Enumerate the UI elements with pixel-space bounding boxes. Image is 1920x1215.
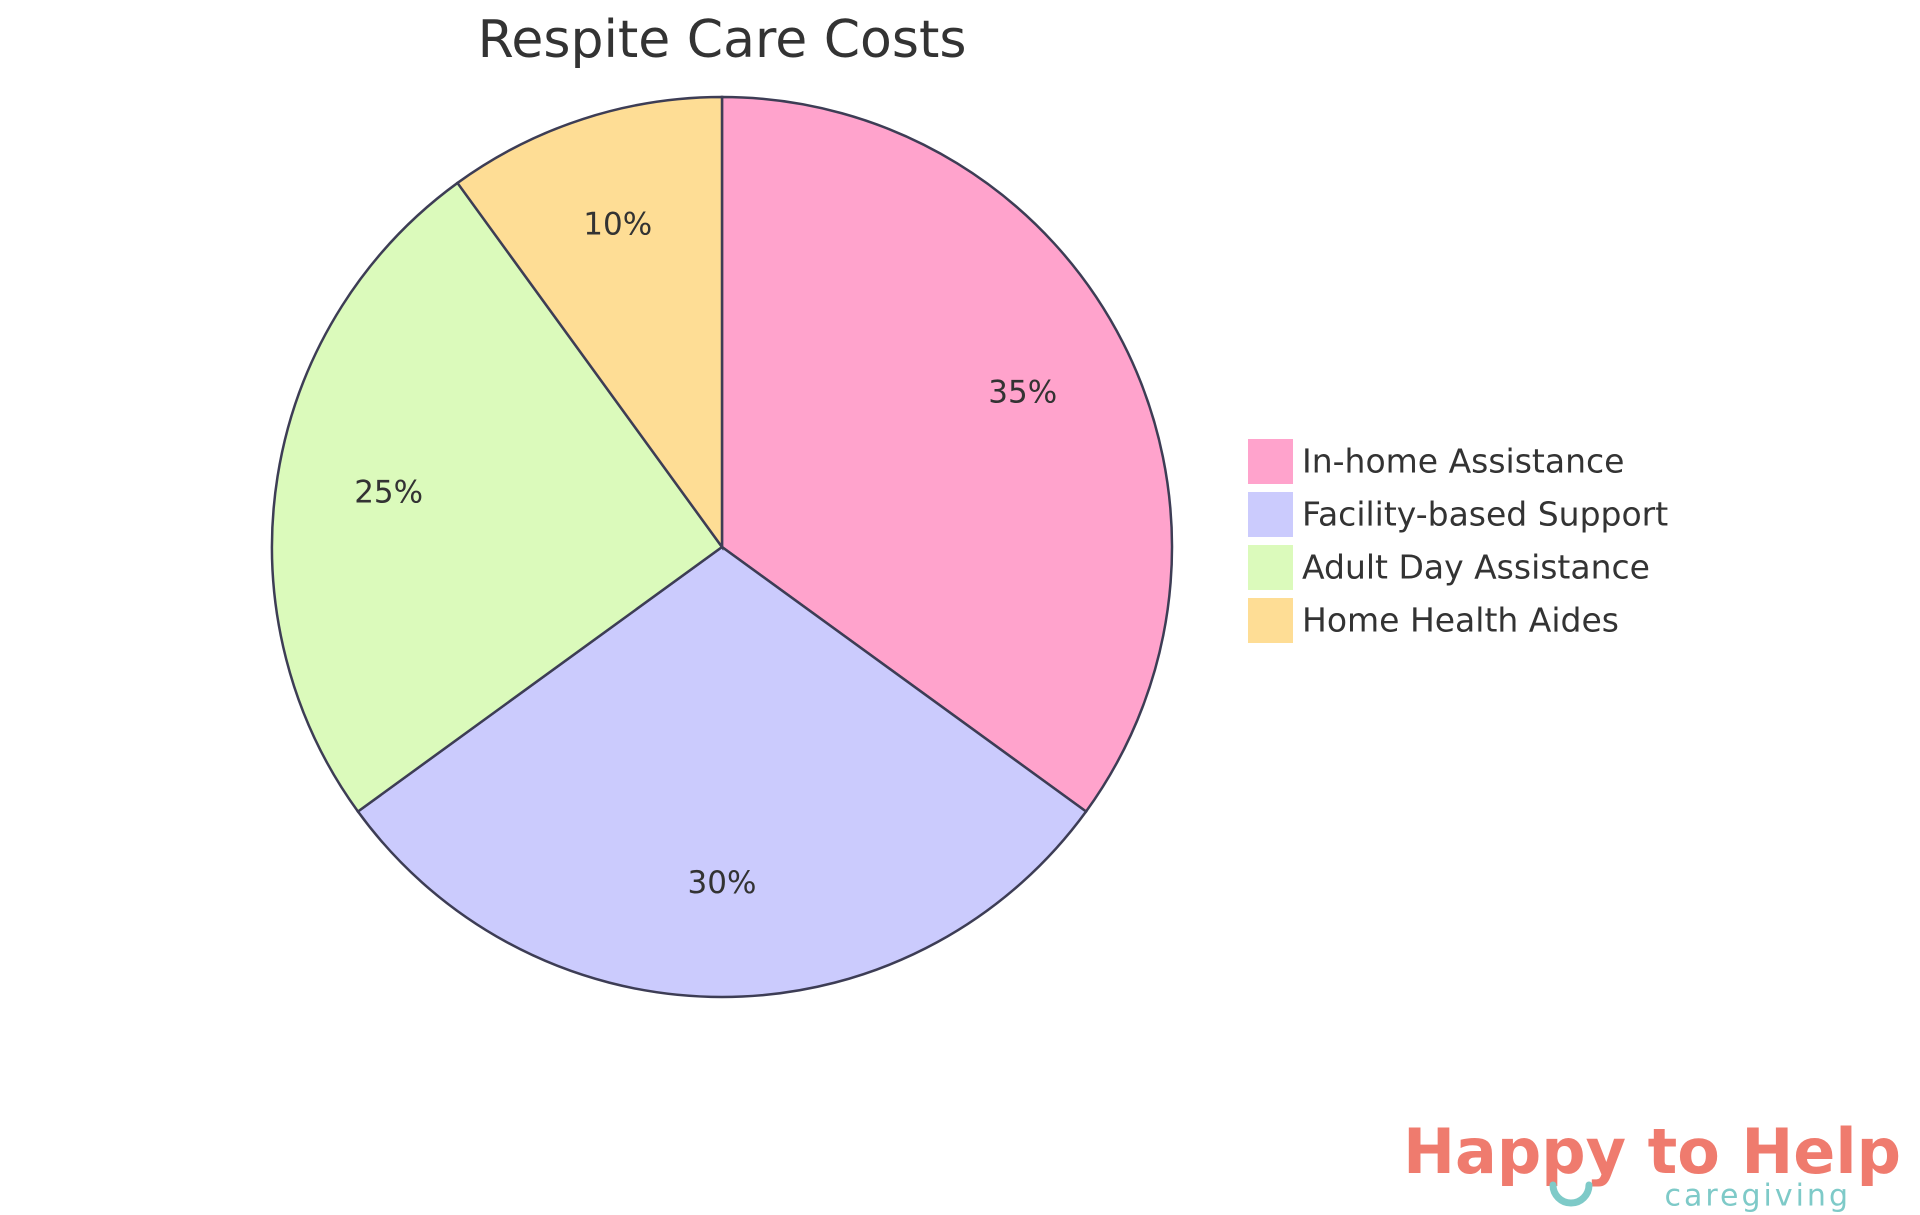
legend-label: Home Health Aides	[1302, 601, 1619, 640]
pie-slice	[270, 181, 724, 814]
pie-slice	[720, 95, 1174, 814]
logo-tagline: caregiving	[1664, 1179, 1851, 1214]
legend-swatch	[1248, 439, 1293, 484]
logo-smile	[1549, 1181, 1593, 1207]
legend-label: Adult Day Assistance	[1302, 548, 1650, 587]
legend-swatch	[1248, 598, 1293, 643]
chart-title: Respite Care Costs	[478, 10, 967, 70]
slice-label: 10%	[583, 207, 652, 243]
legend-swatch	[1248, 545, 1293, 590]
legend-label: In-home Assistance	[1302, 442, 1624, 481]
slice-label: 25%	[354, 475, 423, 511]
legend-label: Facility-based Support	[1302, 495, 1668, 534]
pie-slice	[455, 95, 724, 551]
slice-label: 30%	[688, 865, 757, 901]
slice-label: 35%	[988, 374, 1057, 410]
pie-slice	[356, 545, 1088, 999]
logo-name: Happy to Help	[1403, 1115, 1901, 1188]
legend-swatch	[1248, 492, 1293, 537]
